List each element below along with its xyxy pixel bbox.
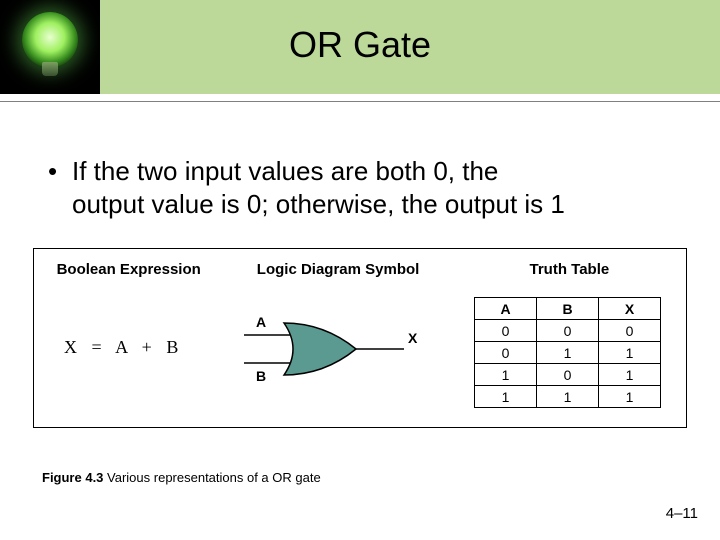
page-title: OR Gate [0, 24, 720, 66]
figure-caption-text: Various representations of a OR gate [103, 470, 320, 485]
output-label-x: X [408, 330, 418, 346]
figure-panel: Boolean Expression Logic Diagram Symbol … [33, 248, 687, 428]
table-row: 1 0 1 [475, 364, 661, 386]
truth-table-header-row: A B X [475, 298, 661, 320]
table-row: 0 0 0 [475, 320, 661, 342]
bullet-marker: • [48, 155, 72, 220]
boolean-expression: X = A + B [64, 337, 183, 358]
or-gate-shape [284, 323, 356, 375]
col-head-boolean: Boolean Expression [34, 261, 223, 278]
table-row: 1 1 1 [475, 386, 661, 408]
col-head-truth: Truth Table [453, 261, 686, 278]
bullet-line-2: output value is 0; otherwise, the output… [72, 188, 565, 221]
th-a: A [475, 298, 537, 320]
figure-column-headers: Boolean Expression Logic Diagram Symbol … [34, 261, 686, 278]
col-head-diagram: Logic Diagram Symbol [223, 261, 452, 278]
th-x: X [599, 298, 661, 320]
truth-table: A B X 0 0 0 0 1 1 1 0 1 1 1 1 [474, 297, 661, 408]
table-row: 0 1 1 [475, 342, 661, 364]
header-divider [0, 94, 720, 102]
bullet-line-1: If the two input values are both 0, the [72, 155, 565, 188]
page-number: 4–11 [666, 505, 698, 522]
header-banner: OR Gate [0, 0, 720, 94]
figure-caption: Figure 4.3 Various representations of a … [42, 470, 321, 485]
bullet-text: • If the two input values are both 0, th… [48, 155, 565, 220]
th-b: B [537, 298, 599, 320]
input-label-b: B [256, 368, 266, 384]
or-gate-diagram: A B X [244, 299, 444, 409]
input-label-a: A [256, 314, 266, 330]
figure-number: Figure 4.3 [42, 470, 103, 485]
